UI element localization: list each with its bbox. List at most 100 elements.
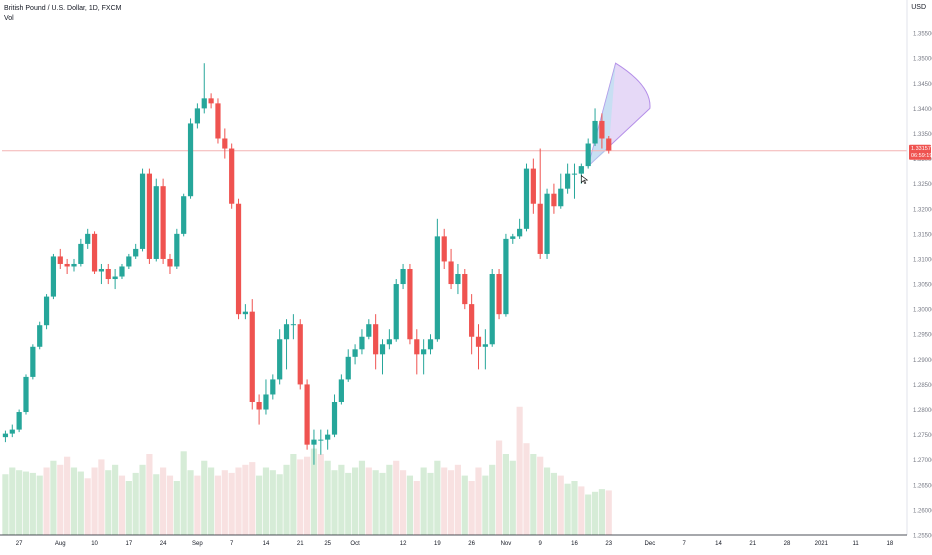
candle-body	[517, 228, 523, 237]
candle-body	[379, 344, 386, 355]
volume-bar	[77, 471, 84, 535]
volume-bar	[550, 472, 557, 535]
candle-body	[2, 433, 9, 438]
candle-body	[530, 168, 536, 204]
time-tick-label: 28	[784, 541, 791, 547]
candles-layer	[2, 63, 612, 465]
cursor-arrow-icon	[581, 175, 589, 185]
candle-body	[263, 394, 269, 410]
candle-body	[98, 268, 105, 272]
time-tick-label: 23	[605, 541, 612, 547]
volume-bar	[221, 470, 228, 535]
volume-bar	[256, 475, 263, 535]
volume-bar	[543, 467, 551, 535]
volume-bar	[530, 454, 537, 535]
price-badge-value: 1.33157	[911, 146, 931, 152]
candle-body	[85, 233, 91, 244]
volume-bar	[91, 467, 98, 535]
candle-body	[537, 203, 543, 254]
time-tick-label: 16	[571, 541, 578, 547]
candle-body	[558, 188, 564, 207]
volume-bar	[516, 406, 523, 535]
candle-body	[270, 379, 276, 395]
time-tick-label: Aug	[55, 541, 66, 547]
volume-bar	[386, 464, 393, 535]
volume-bar	[598, 489, 605, 535]
volume-bar	[180, 451, 187, 535]
candle-body	[325, 434, 331, 440]
candle-body	[475, 336, 482, 347]
cursor-layer	[581, 175, 589, 185]
time-tick-label: 21	[297, 541, 304, 547]
candle-body	[311, 439, 317, 445]
volume-bar	[64, 456, 71, 535]
volume-bar	[310, 448, 318, 535]
volume-bar	[16, 470, 23, 535]
price-tick-label: 1.31500	[913, 232, 932, 238]
candle-body	[50, 256, 57, 297]
currency-label[interactable]: USD	[911, 4, 926, 11]
price-tick-label: 1.28000	[913, 408, 932, 414]
candle-body	[174, 233, 180, 267]
volume-bar	[537, 456, 544, 535]
time-tick-label: 27	[16, 541, 23, 547]
volume-bar	[228, 472, 235, 535]
candle-body	[9, 429, 15, 434]
price-tick-label: 1.29500	[913, 333, 932, 339]
volume-bar	[338, 464, 345, 535]
time-tick-label: 21	[749, 541, 756, 547]
candle-body	[414, 339, 420, 355]
time-tick-label: 9	[539, 541, 543, 547]
volume-bar	[9, 467, 16, 535]
time-tick-label: Sep	[192, 541, 203, 547]
candle-body	[242, 311, 248, 315]
candle-body	[352, 349, 358, 357]
time-tick-label: 17	[125, 541, 132, 547]
time-tick-label: 26	[468, 541, 475, 547]
time-tick-label: 14	[263, 541, 270, 547]
candle-body	[57, 256, 63, 264]
price-tick-label: 1.29000	[913, 358, 932, 364]
candle-body	[43, 296, 50, 326]
candle-body	[167, 258, 173, 267]
volume-bar	[43, 467, 50, 535]
chart-header: British Pound / U.S. Dollar, 1D, FXCM Vo…	[4, 4, 121, 24]
volume-indicator-label[interactable]: Vol	[4, 15, 14, 22]
candle-body	[112, 276, 118, 280]
volume-bar	[358, 460, 366, 535]
volume-bar	[523, 443, 530, 535]
candle-body	[201, 98, 207, 109]
price-tick-label: 1.27000	[913, 458, 932, 464]
candle-body	[345, 356, 351, 380]
candle-body	[585, 143, 591, 167]
candle-body	[489, 274, 495, 345]
candle-body	[366, 324, 372, 337]
volume-bar	[242, 464, 249, 535]
volume-bar	[420, 467, 427, 535]
symbol-title[interactable]: British Pound / U.S. Dollar, 1D, FXCM	[4, 5, 122, 12]
candle-body	[304, 384, 310, 445]
volume-bar	[304, 456, 311, 535]
candle-body	[208, 98, 214, 104]
volume-bar	[461, 475, 468, 535]
volume-bar	[585, 494, 592, 535]
candle-body	[592, 120, 598, 144]
time-tick-label: 7	[230, 541, 234, 547]
time-tick-label: 25	[324, 541, 331, 547]
volume-bar	[201, 460, 208, 535]
candle-body	[571, 173, 578, 175]
volume-bar	[125, 481, 132, 535]
price-tick-label: 1.28500	[913, 383, 932, 389]
volume-bar	[139, 464, 146, 535]
price-tick-label: 1.33000	[913, 157, 932, 163]
candle-body	[187, 123, 194, 197]
price-tick-label: 1.35000	[913, 57, 932, 63]
price-tick-label: 1.32000	[913, 207, 932, 213]
candle-body	[338, 379, 344, 402]
volume-bar	[36, 475, 43, 535]
candle-body	[469, 304, 475, 337]
candle-body	[277, 339, 283, 380]
